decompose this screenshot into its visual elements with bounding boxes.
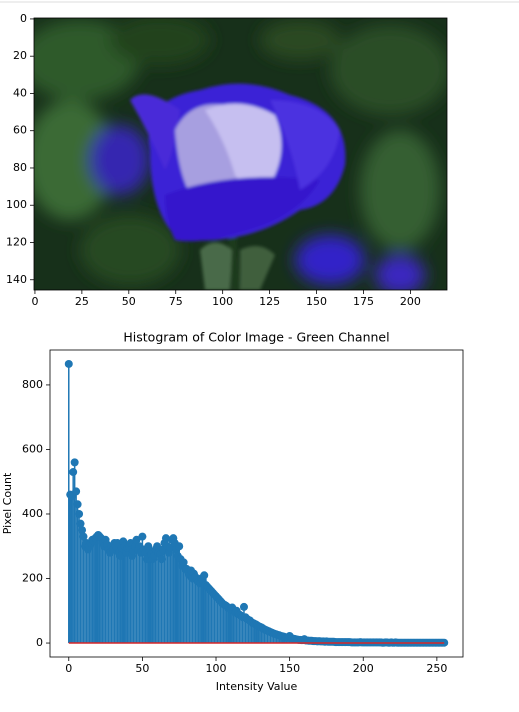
x-tick-label: 100: [212, 295, 233, 308]
stem-marker: [132, 535, 141, 544]
stem-marker: [200, 571, 209, 580]
x-tick-label: 125: [259, 295, 280, 308]
stem-marker: [153, 542, 162, 551]
stem-marker: [175, 542, 184, 551]
x-tick-label: 25: [75, 295, 89, 308]
stem-marker: [76, 519, 85, 528]
y-tick-label: 0: [36, 636, 43, 649]
stem-marker: [116, 551, 125, 560]
stem-marker: [138, 532, 147, 541]
y-tick-label: 0: [20, 12, 27, 25]
x-tick-label: 50: [122, 295, 136, 308]
stem-marker: [157, 555, 166, 564]
stem-marker: [70, 458, 79, 467]
stem-marker: [239, 602, 248, 611]
y-tick-label: 100: [6, 198, 27, 211]
x-axis-label: Intensity Value: [216, 680, 298, 693]
axes-frame: [49, 349, 464, 658]
x-tick-label: 175: [353, 295, 374, 308]
photo: [34, 18, 447, 290]
y-tick-label: 60: [13, 124, 27, 137]
x-tick-label: 150: [306, 295, 327, 308]
stem-marker: [72, 487, 81, 496]
stem-marker: [78, 526, 87, 535]
x-tick-label: 100: [206, 662, 227, 675]
y-tick-label: 120: [6, 235, 27, 248]
y-tick-label: 20: [13, 49, 27, 62]
chart-title: Histogram of Color Image - Green Channel: [123, 330, 389, 345]
x-tick-label: 150: [279, 662, 300, 675]
y-tick-label: 600: [22, 442, 43, 455]
x-tick-label: 250: [426, 662, 447, 675]
y-tick-label: 40: [13, 86, 27, 99]
x-tick-label: 200: [353, 662, 374, 675]
x-tick-label: 200: [400, 295, 421, 308]
stem-marker: [73, 500, 82, 509]
x-tick-label: 0: [31, 295, 38, 308]
y-tick-label: 140: [6, 273, 27, 286]
y-tick-label: 800: [22, 378, 43, 391]
stem-marker: [69, 468, 78, 477]
stem-marker: [79, 532, 88, 541]
y-tick-label: 80: [13, 161, 27, 174]
y-tick-label: 200: [22, 572, 43, 585]
y-tick-label: 400: [22, 507, 43, 520]
stem-marker: [179, 558, 188, 567]
stem-marker: [64, 359, 73, 368]
x-tick-label: 75: [169, 295, 183, 308]
axes-frame: [33, 17, 448, 291]
x-tick-label: 50: [135, 662, 149, 675]
x-tick-label: 0: [65, 662, 72, 675]
y-axis-label: Pixel Count: [1, 472, 14, 534]
stem-marker: [75, 509, 84, 518]
